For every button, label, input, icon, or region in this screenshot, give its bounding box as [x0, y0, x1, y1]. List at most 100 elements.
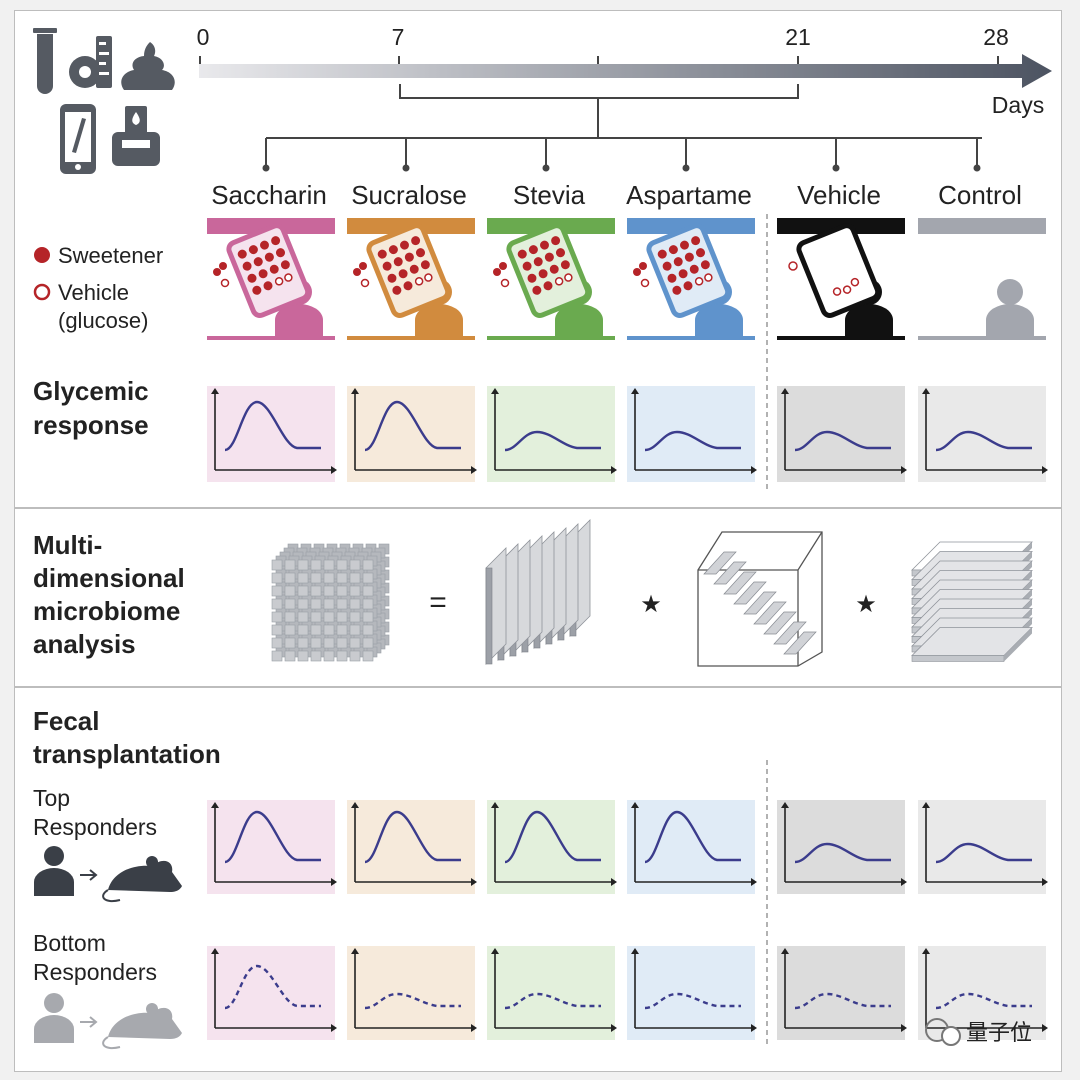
glucose-curve — [364, 810, 461, 864]
tensor-slices-diagonal-icon — [697, 531, 823, 667]
plot-background — [207, 946, 335, 1040]
bottom-responders-line1: Bottom — [33, 930, 106, 956]
legend-vehicle-note: (glucose) — [58, 308, 148, 333]
top-responder-plot — [918, 800, 1048, 894]
microbiome-label-line3: microbiome — [33, 596, 180, 626]
star-operator: ★ — [640, 591, 662, 618]
tick-label-28: 28 — [983, 24, 1009, 50]
group-saccharin: Saccharin — [207, 138, 337, 1040]
fecal-label-line1: Fecal — [33, 706, 100, 736]
mouse-icon — [102, 1003, 182, 1049]
group-label: Saccharin — [211, 180, 327, 210]
tick-label-7: 7 — [392, 24, 405, 50]
group-vehicle: Vehicle — [777, 138, 907, 1040]
phone-icon — [506, 223, 591, 318]
top-responder-plot — [347, 800, 477, 894]
bottom-responder-plot — [347, 946, 477, 1040]
sweetener-dot-icon — [34, 247, 50, 263]
measuring-tape-icon — [69, 36, 112, 88]
plot-background — [487, 386, 615, 482]
person-icon — [44, 993, 64, 1013]
plot-background — [627, 946, 755, 1040]
group-label: Control — [938, 180, 1022, 210]
phone-icon — [646, 223, 731, 318]
group-control: Control — [918, 138, 1048, 1040]
star-operator: ★ — [855, 591, 877, 618]
arrow-icon — [80, 869, 98, 881]
plot-background — [207, 800, 335, 894]
plot-background — [347, 386, 475, 482]
days-label: Days — [992, 92, 1044, 118]
glycemic-plot — [777, 386, 907, 482]
group-label: Vehicle — [797, 180, 881, 210]
exposure-bracket — [266, 84, 982, 139]
glucose-curve — [935, 430, 1032, 452]
glucose-curve — [504, 430, 601, 452]
timeline-arrow — [199, 54, 1052, 88]
tensor-cube-icon — [271, 543, 390, 662]
glycemic-plot — [627, 386, 757, 482]
legend-sweetener: Sweetener — [58, 243, 163, 268]
plot-background — [487, 800, 615, 894]
group-color-bar — [918, 218, 1046, 234]
fecal-label-line2: transplantation — [33, 739, 221, 769]
person-icon — [44, 846, 64, 866]
top-responder-transfer — [34, 846, 182, 902]
test-tube-icon — [33, 28, 57, 94]
bottom-responder-plot — [627, 946, 757, 1040]
plot-background — [627, 800, 755, 894]
top-responders-line1: Top — [33, 785, 70, 811]
glucose-curve — [794, 992, 891, 1010]
group-stevia: Stevia — [487, 138, 617, 1040]
glucose-curve — [364, 992, 461, 1010]
group-label: Stevia — [513, 180, 586, 210]
glycemic-plot — [487, 386, 617, 482]
phone-icon — [226, 223, 311, 318]
tensor-decomposition: = ★ ★ — [271, 519, 1033, 667]
top-responders-line2: Responders — [33, 814, 157, 840]
microbiome-label-line1: Multi- — [33, 530, 102, 560]
tensor-slices-horizontal-icon — [911, 541, 1033, 662]
bottom-responder-plot — [487, 946, 617, 1040]
bottom-responder-transfer — [34, 993, 182, 1049]
top-responder-plot — [487, 800, 617, 894]
groups-layer: Saccharin Sucralose Stevia Aspartame Vehicle… — [207, 138, 1048, 1040]
phone-icon — [796, 223, 881, 318]
tick-label-0: 0 — [197, 24, 210, 50]
plot-background — [487, 946, 615, 1040]
glycemic-plot — [918, 386, 1048, 482]
top-responder-plot — [777, 800, 907, 894]
plot-background — [777, 946, 905, 1040]
plot-background — [347, 946, 475, 1040]
bottom-responders-line2: Responders — [33, 959, 157, 985]
timeline: 0 7 21 28 Days — [197, 24, 1052, 139]
glucose-curve — [504, 992, 601, 1010]
glucose-curve — [644, 430, 741, 452]
group-label: Aspartame — [626, 180, 752, 210]
legend: Sweetener Vehicle (glucose) — [33, 243, 163, 333]
arrow-icon — [80, 1016, 98, 1028]
glycemic-label-line2: response — [33, 410, 149, 440]
smartphone-icon — [60, 104, 96, 174]
group-aspartame: Aspartame — [626, 138, 757, 1040]
person-icon — [997, 279, 1023, 305]
tick-label-21: 21 — [785, 24, 811, 50]
glucose-curve — [935, 992, 1032, 1010]
bottom-responder-plot — [777, 946, 907, 1040]
microbiome-label-line2: dimensional — [33, 563, 185, 593]
glucose-curve — [224, 964, 321, 1010]
equipment-icons — [33, 28, 175, 174]
plot-background — [627, 386, 755, 482]
plot-background — [347, 800, 475, 894]
vehicle-dot-icon — [33, 283, 51, 301]
stool-sample-icon — [121, 42, 175, 90]
plot-background — [207, 386, 335, 482]
glucose-curve — [224, 810, 321, 864]
glucose-curve — [644, 992, 741, 1010]
glycemic-plot — [207, 386, 337, 482]
top-responder-plot — [207, 800, 337, 894]
legend-vehicle: Vehicle — [58, 280, 129, 305]
watermark: 量子位 — [925, 1018, 1032, 1046]
microbiome-label-line4: analysis — [33, 629, 136, 659]
